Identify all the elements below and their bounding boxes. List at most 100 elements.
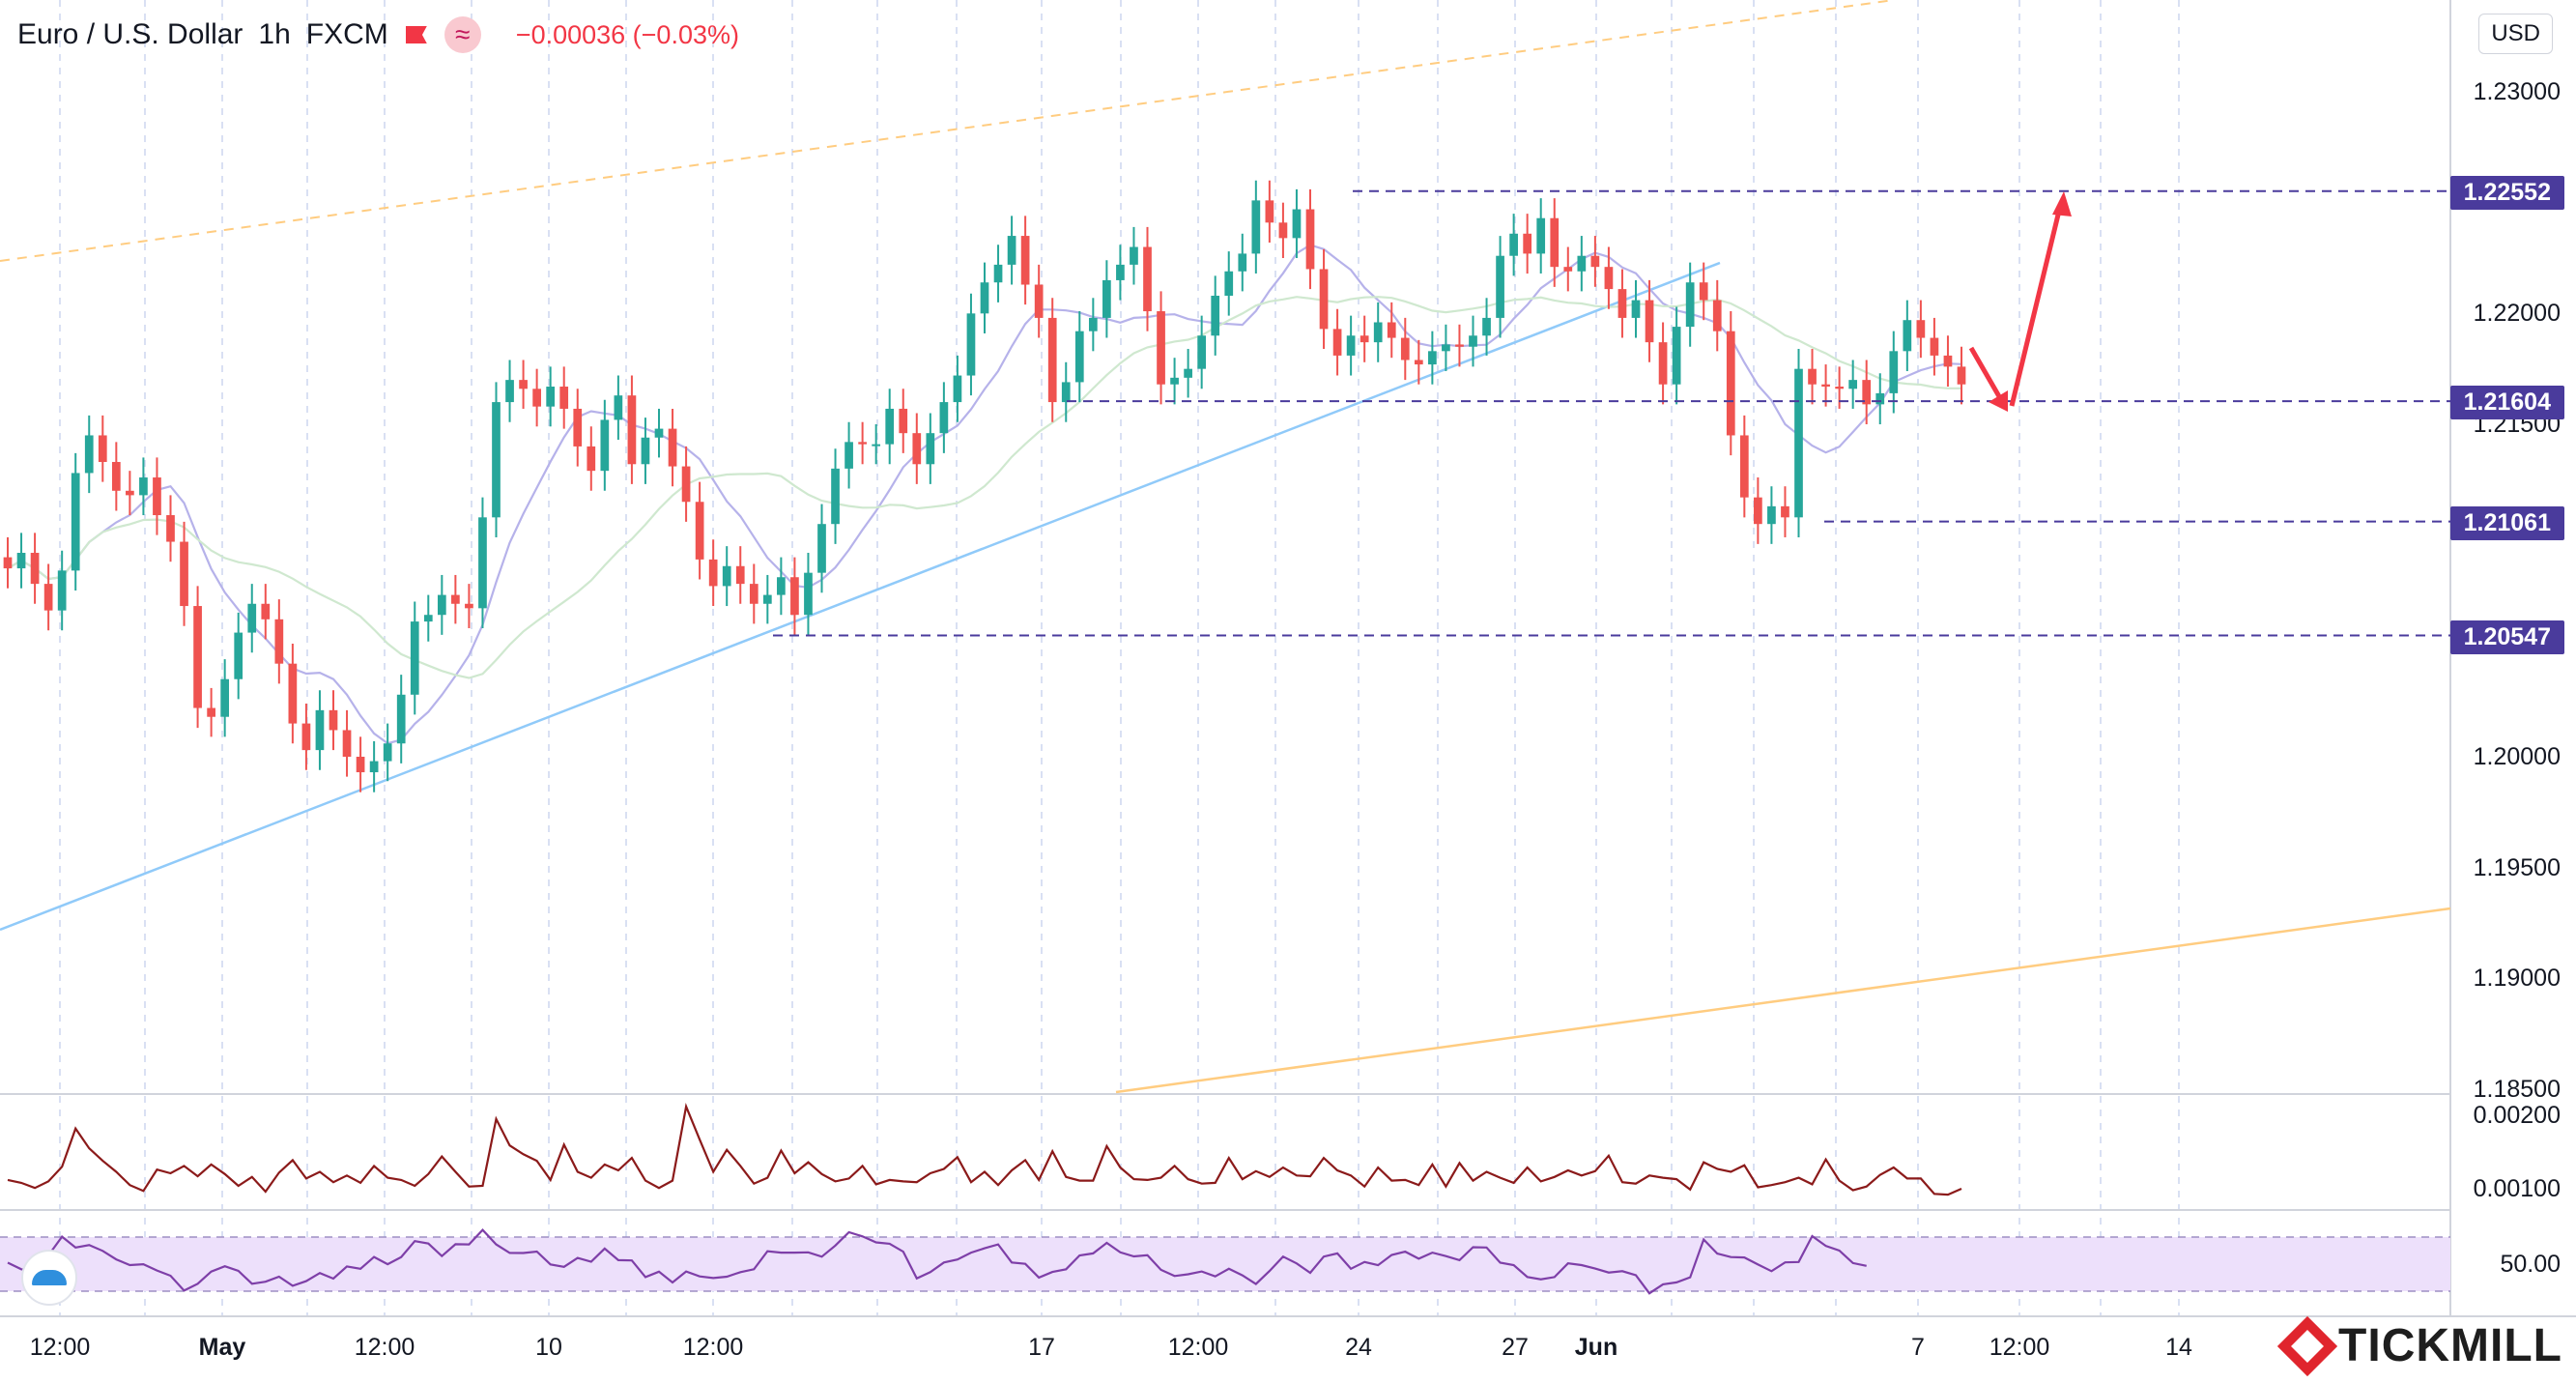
candle [1387, 302, 1396, 359]
price-tick-label: 1.19500 [2473, 853, 2561, 881]
candle [641, 418, 650, 484]
candle [1251, 180, 1261, 274]
candle [207, 687, 215, 737]
candle [1414, 339, 1423, 385]
time-tick-label: 12:00 [1989, 1334, 2050, 1361]
candle [966, 293, 976, 396]
candle [1550, 198, 1560, 287]
candle [681, 446, 691, 522]
candle [369, 740, 379, 792]
candle [1130, 226, 1138, 285]
time-tick-label: 7 [1911, 1334, 1925, 1361]
candle [1767, 486, 1776, 544]
arrow-up [2009, 206, 2063, 407]
candle [437, 574, 446, 635]
time-tick-label: 10 [535, 1334, 562, 1361]
candle [3, 536, 13, 589]
candle [126, 471, 134, 516]
candle [342, 709, 352, 777]
candle [492, 382, 501, 537]
volatility-line [7, 1103, 1962, 1196]
candle [777, 557, 786, 616]
candle [1211, 275, 1220, 356]
candle [1739, 415, 1749, 518]
candle [762, 574, 772, 624]
interval-label[interactable]: 1h [258, 18, 291, 50]
candle [668, 408, 677, 487]
rsi-series [7, 1227, 1867, 1295]
candle [1903, 300, 1912, 371]
time-tick-label: 27 [1502, 1334, 1529, 1361]
moving-average-fast [7, 244, 1962, 745]
candle [912, 413, 922, 484]
candle [546, 366, 556, 427]
candle [315, 690, 325, 770]
candle [1305, 188, 1315, 290]
candle [1074, 311, 1084, 403]
candle [1563, 246, 1573, 292]
price-level-tag: 1.22552 [2449, 175, 2564, 210]
tradingview-logo-icon[interactable] [21, 1250, 77, 1306]
candle [274, 599, 284, 684]
candle [614, 375, 623, 441]
currency-button[interactable]: USD [2478, 14, 2553, 54]
price-tick-label: 1.20000 [2473, 743, 2561, 770]
candle [1292, 188, 1302, 258]
candle [234, 612, 243, 700]
symbol-title[interactable]: Euro / U.S. Dollar [17, 18, 243, 50]
candle [804, 553, 813, 635]
candle [1699, 262, 1708, 321]
price-tick-label: 1.19000 [2473, 965, 2561, 993]
chart-header: Euro / U.S. Dollar 1h FXCM ≈ −0.00036 (−… [17, 14, 739, 56]
candle [532, 368, 541, 427]
candle [899, 389, 908, 453]
price-change: −0.00036 (−0.03%) [515, 19, 739, 49]
volatility-tick-label: 0.00200 [2473, 1102, 2561, 1129]
time-tick-label: May [198, 1334, 246, 1361]
time-tick-label: 12:00 [29, 1334, 91, 1361]
candle [1265, 180, 1274, 243]
candle [1224, 251, 1234, 316]
candle [1373, 302, 1383, 362]
candle [1428, 331, 1437, 385]
channel-upper-line [0, 0, 1895, 262]
candle [1238, 233, 1247, 292]
candle [1658, 322, 1668, 405]
candle [1672, 306, 1681, 405]
candle [465, 584, 473, 628]
candle [939, 382, 949, 453]
flag-icon[interactable] [404, 23, 429, 46]
candle [1916, 300, 1926, 359]
candle [301, 703, 311, 770]
time-tick-label: 14 [2165, 1334, 2192, 1361]
candle [872, 424, 881, 465]
candle [1278, 202, 1288, 258]
candle [1821, 364, 1830, 407]
candle [1862, 360, 1872, 424]
candle [30, 533, 40, 604]
candle [885, 389, 895, 465]
candle [288, 644, 298, 744]
rsi-line [7, 1227, 1867, 1295]
price-level-tag: 1.21604 [2449, 386, 2564, 420]
candle [953, 355, 962, 422]
candlestick-series [3, 180, 1966, 792]
candle [1143, 226, 1152, 331]
candle [519, 360, 528, 409]
candle [1319, 248, 1329, 350]
candle [1346, 315, 1356, 376]
candle [1455, 324, 1464, 367]
candle [627, 375, 637, 484]
candle [1332, 308, 1342, 376]
approx-icon[interactable]: ≈ [444, 16, 481, 53]
candle [1536, 198, 1546, 274]
logo-text: TICKMILL [2338, 1320, 2562, 1371]
price-level-tag: 1.20547 [2449, 619, 2564, 654]
candle [1170, 358, 1179, 405]
arrow-down [1968, 346, 2003, 400]
candle [1712, 279, 1722, 352]
candle [423, 594, 433, 642]
candle [790, 557, 799, 635]
